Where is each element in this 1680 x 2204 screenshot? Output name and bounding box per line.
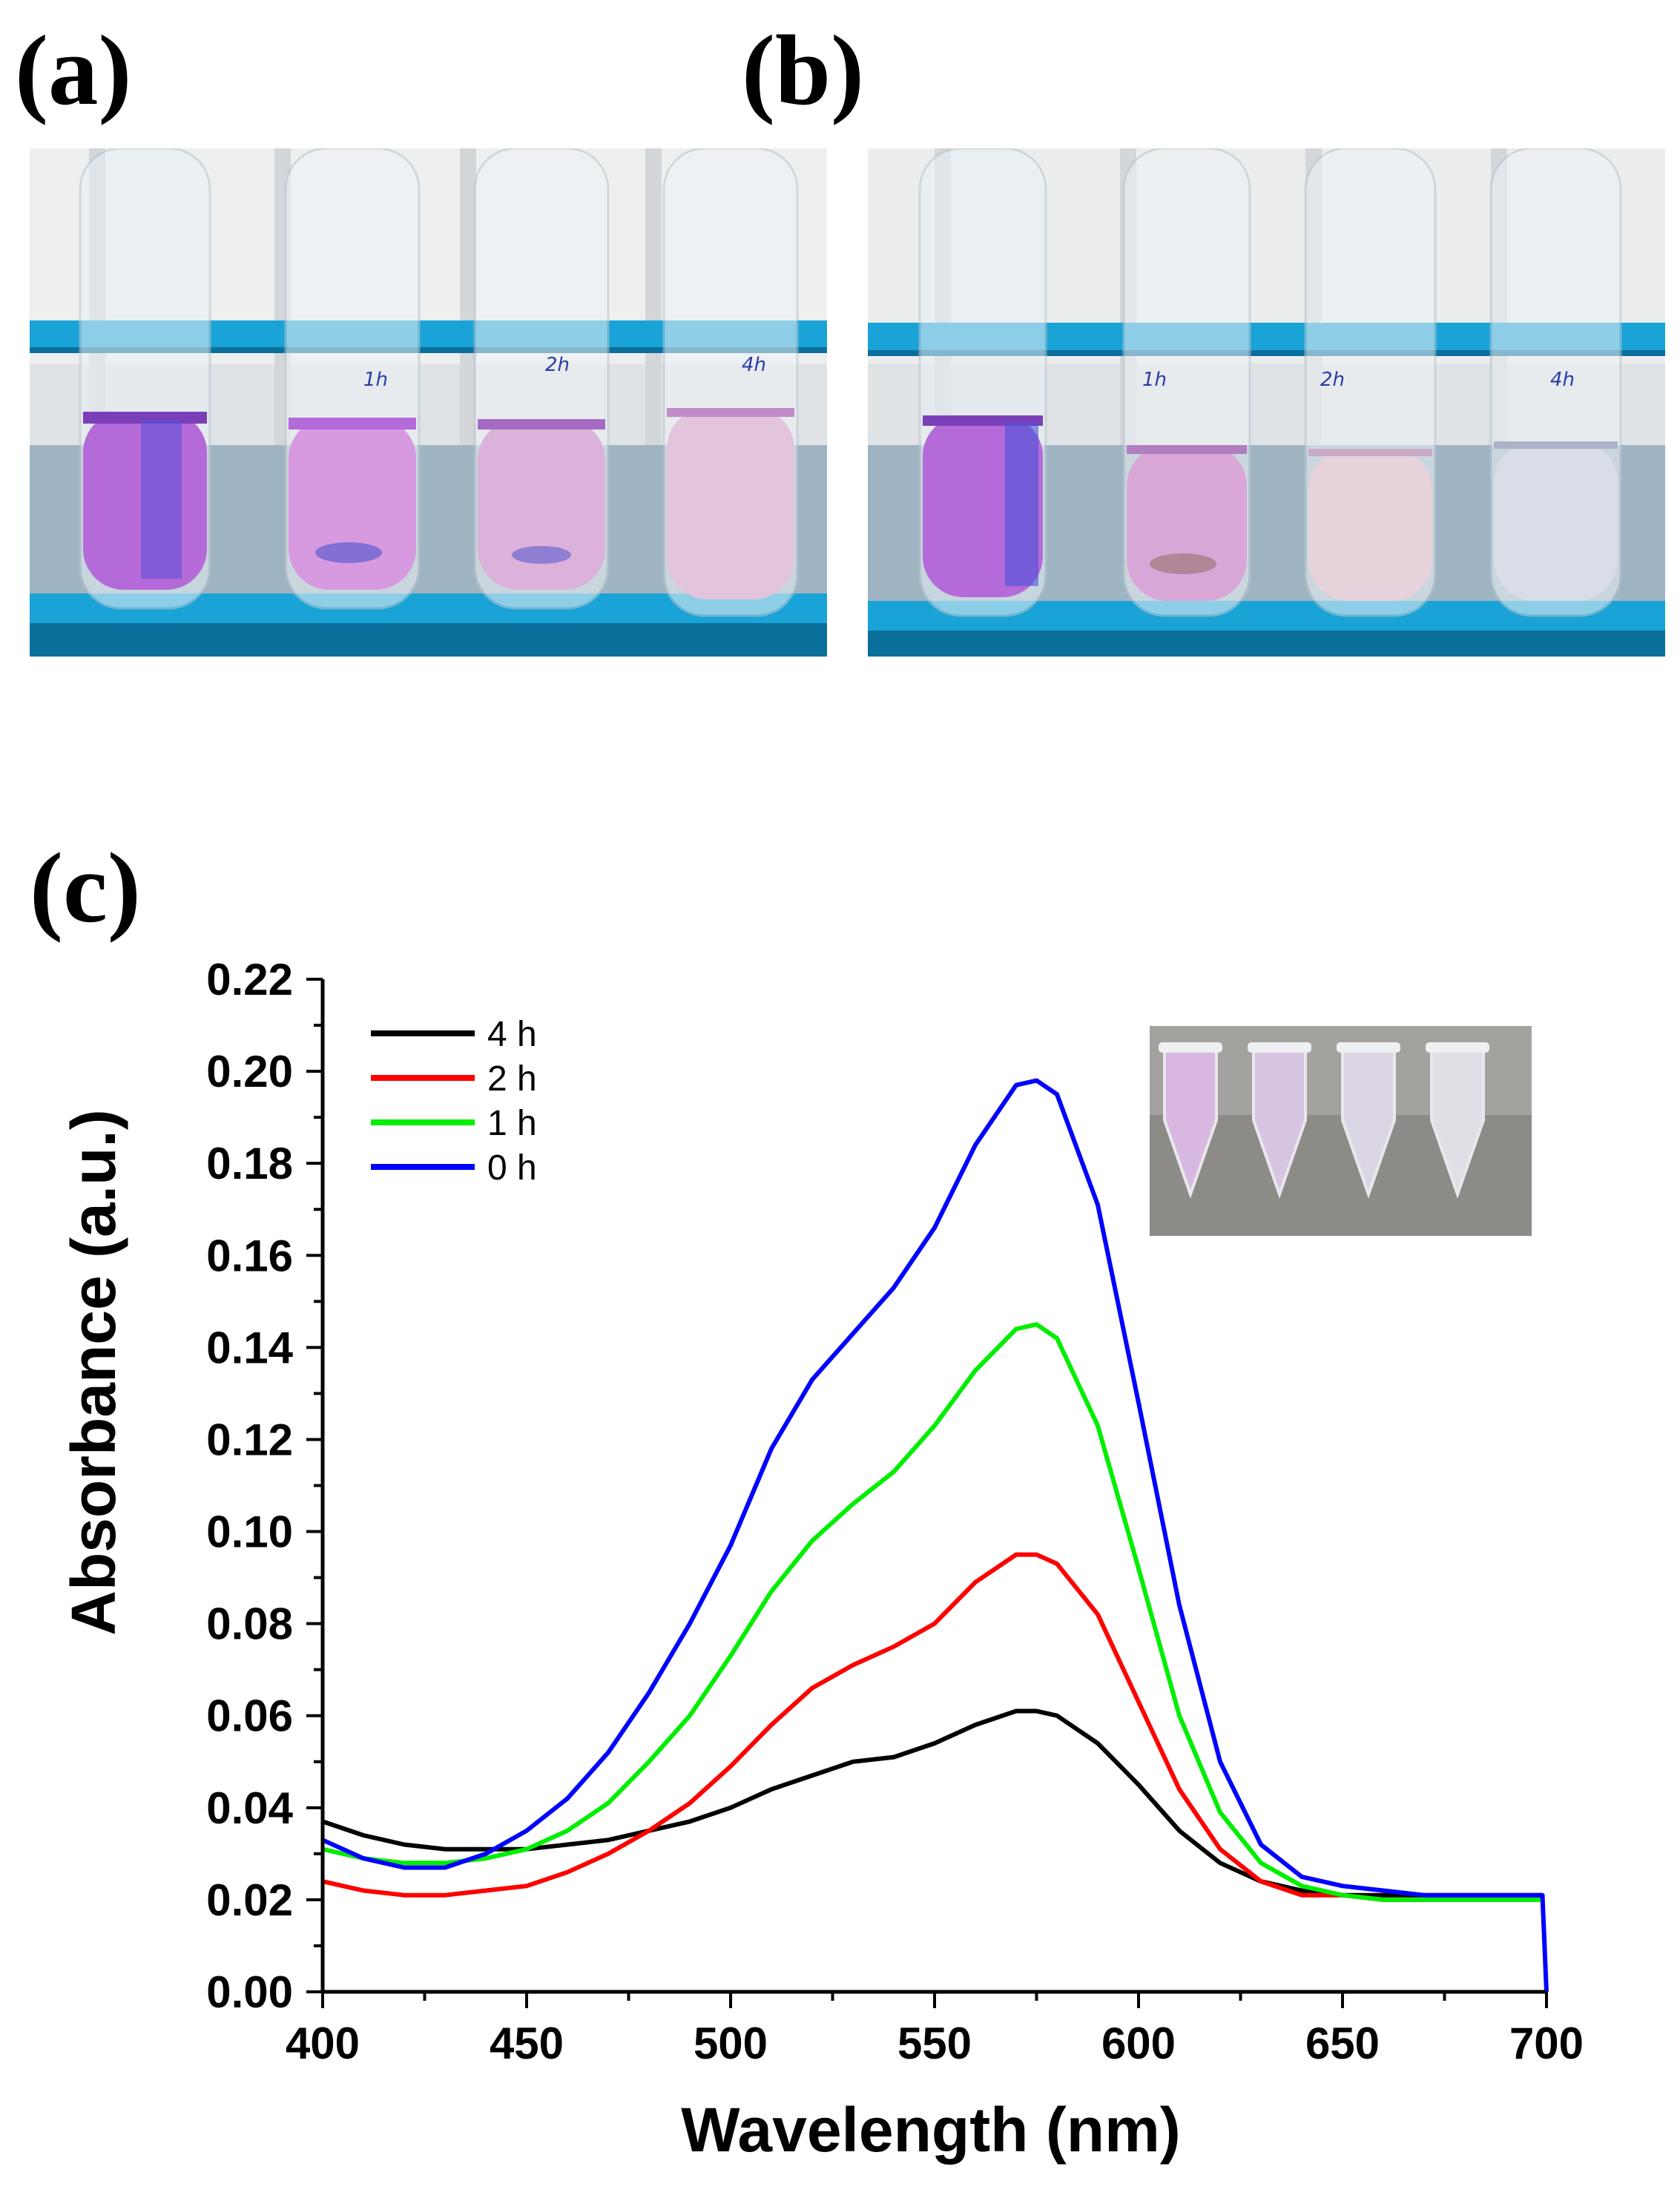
photo-panel-a: 1h 2h 4h xyxy=(30,148,827,657)
x-tick-label: 600 xyxy=(1101,2019,1176,2068)
panel-label-c: (c) xyxy=(30,833,141,944)
tube-label-4h-a: 4h xyxy=(742,354,766,376)
tube-label-2h-a: 2h xyxy=(545,354,570,376)
tube-2h-a: 2h xyxy=(473,148,610,610)
y-tick-label: 0.22 xyxy=(206,955,293,1004)
series-line-1h xyxy=(322,1322,1543,1902)
legend-label-4h: 4 h xyxy=(487,1015,537,1054)
y-tick-label: 0.04 xyxy=(206,1783,293,1833)
x-tick-label: 500 xyxy=(694,2019,768,2068)
x-tick-label: 400 xyxy=(286,2019,360,2068)
series-line-2h xyxy=(322,1552,1424,1902)
panel-label-b: (b) xyxy=(742,16,864,126)
test-tube-rack-photo-a: 1h 2h 4h xyxy=(30,148,827,657)
x-tick-label: 450 xyxy=(490,2019,564,2068)
inset-tube-2h xyxy=(1337,1042,1400,1200)
series-line-0h xyxy=(321,1078,1549,1993)
inset-tube-photo xyxy=(1150,1026,1532,1236)
tube-4h-a: 4h xyxy=(662,148,799,617)
tube-label-2h-b: 2h xyxy=(1320,369,1345,391)
y-tick-label: 0.16 xyxy=(206,1231,293,1280)
tube-1h-b: 1h xyxy=(1122,148,1251,617)
y-tick-label: 0.08 xyxy=(206,1599,293,1649)
x-tick-label: 650 xyxy=(1305,2019,1380,2068)
legend-label-1h: 1 h xyxy=(487,1104,537,1143)
y-tick-label: 0.10 xyxy=(206,1507,293,1557)
x-tick-label: 550 xyxy=(897,2019,972,2068)
y-tick-label: 0.20 xyxy=(206,1047,293,1096)
inset-tube-4h xyxy=(1426,1042,1489,1200)
tube-label-1h-a: 1h xyxy=(363,369,388,391)
x-axis-title: Wavelength (nm) xyxy=(681,2095,1181,2165)
y-tick-label: 0.02 xyxy=(206,1875,293,1925)
tube-4h-b: 4h xyxy=(1489,148,1622,617)
y-tick-label: 0.18 xyxy=(206,1139,293,1188)
x-tick-label: 700 xyxy=(1509,2019,1584,2068)
tube-label-4h-b: 4h xyxy=(1550,369,1575,391)
y-tick-label: 0.12 xyxy=(206,1415,293,1464)
photo-panel-b: 1h 2h 4h xyxy=(868,148,1665,657)
inset-tube-1h xyxy=(1248,1042,1311,1200)
y-axis-title: Absorbance (a.u.) xyxy=(59,1109,128,1635)
inset-tube-0h xyxy=(1159,1042,1222,1200)
legend-label-0h: 0 h xyxy=(487,1148,537,1188)
series-line-4h xyxy=(322,1708,1543,1898)
tube-0h-a xyxy=(79,148,211,610)
y-tick-label: 0.14 xyxy=(206,1323,293,1372)
panel-label-a: (a) xyxy=(15,16,132,126)
test-tube-rack-photo-b: 1h 2h 4h xyxy=(868,148,1665,657)
tube-label-1h-b: 1h xyxy=(1142,369,1167,391)
legend-label-2h: 2 h xyxy=(487,1059,537,1099)
tube-0h-b xyxy=(918,148,1047,617)
tube-2h-b: 2h xyxy=(1304,148,1437,617)
y-tick-label: 0.00 xyxy=(206,1967,293,2017)
tube-1h-a: 1h xyxy=(284,148,421,610)
y-tick-label: 0.06 xyxy=(206,1691,293,1741)
